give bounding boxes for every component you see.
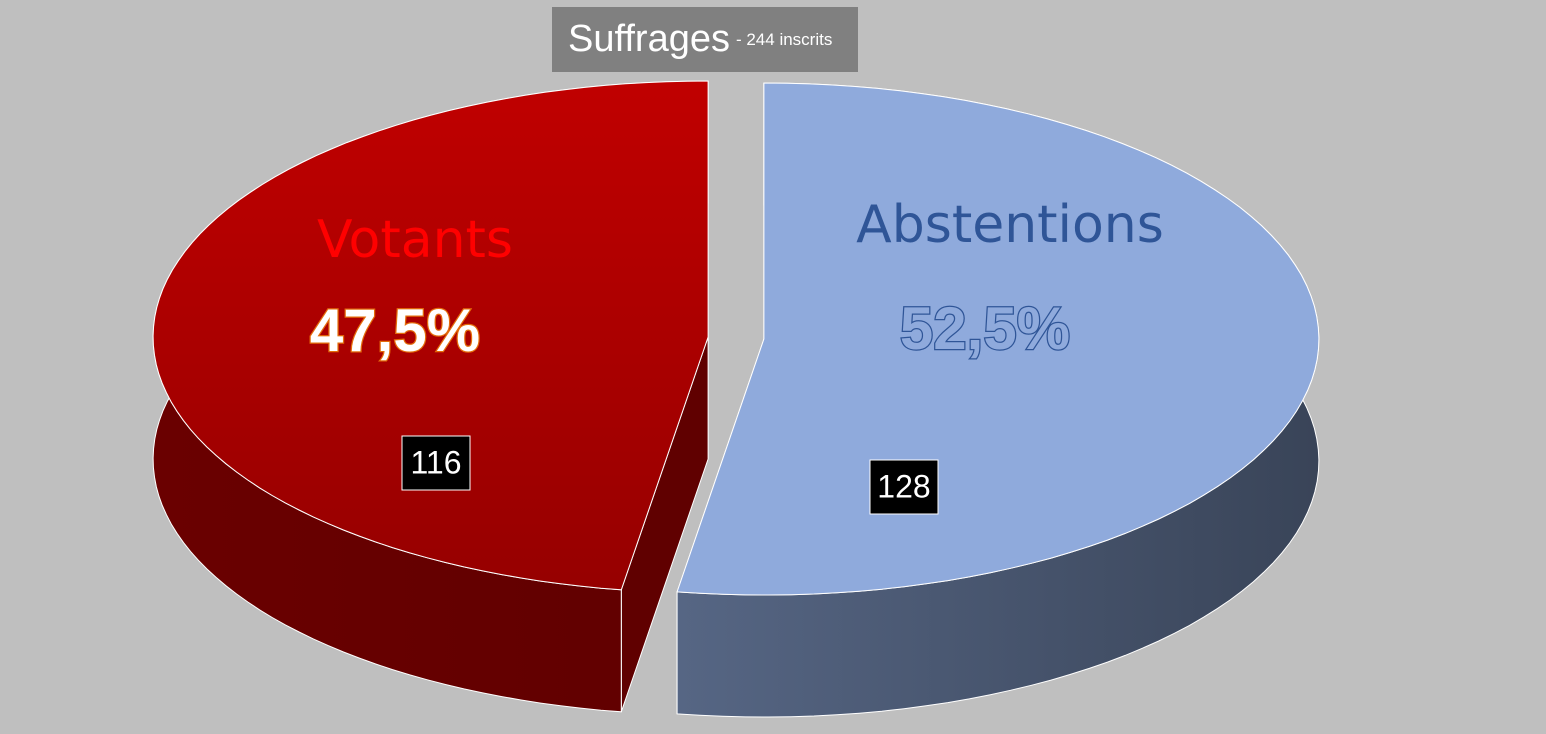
value-label: 52,5% xyxy=(900,295,1070,362)
count-box xyxy=(401,435,471,491)
chart-subtitle: - 244 inscrits xyxy=(736,30,832,49)
category-label: Votants xyxy=(317,210,513,270)
pie: Votants 47,5% 116 Abstentions 52,5% 128 xyxy=(152,80,1320,718)
category-label: Abstentions xyxy=(856,195,1164,255)
count-label: 128 xyxy=(877,468,930,504)
title-group: Suffrages - 244 inscrits xyxy=(568,18,832,60)
title-box xyxy=(552,7,858,72)
chart-title: Suffrages xyxy=(568,18,730,60)
slice xyxy=(152,80,709,591)
count-box xyxy=(869,459,939,515)
value-label: 47,5% xyxy=(310,297,480,364)
count-label: 116 xyxy=(410,444,461,480)
slice xyxy=(676,82,1320,596)
